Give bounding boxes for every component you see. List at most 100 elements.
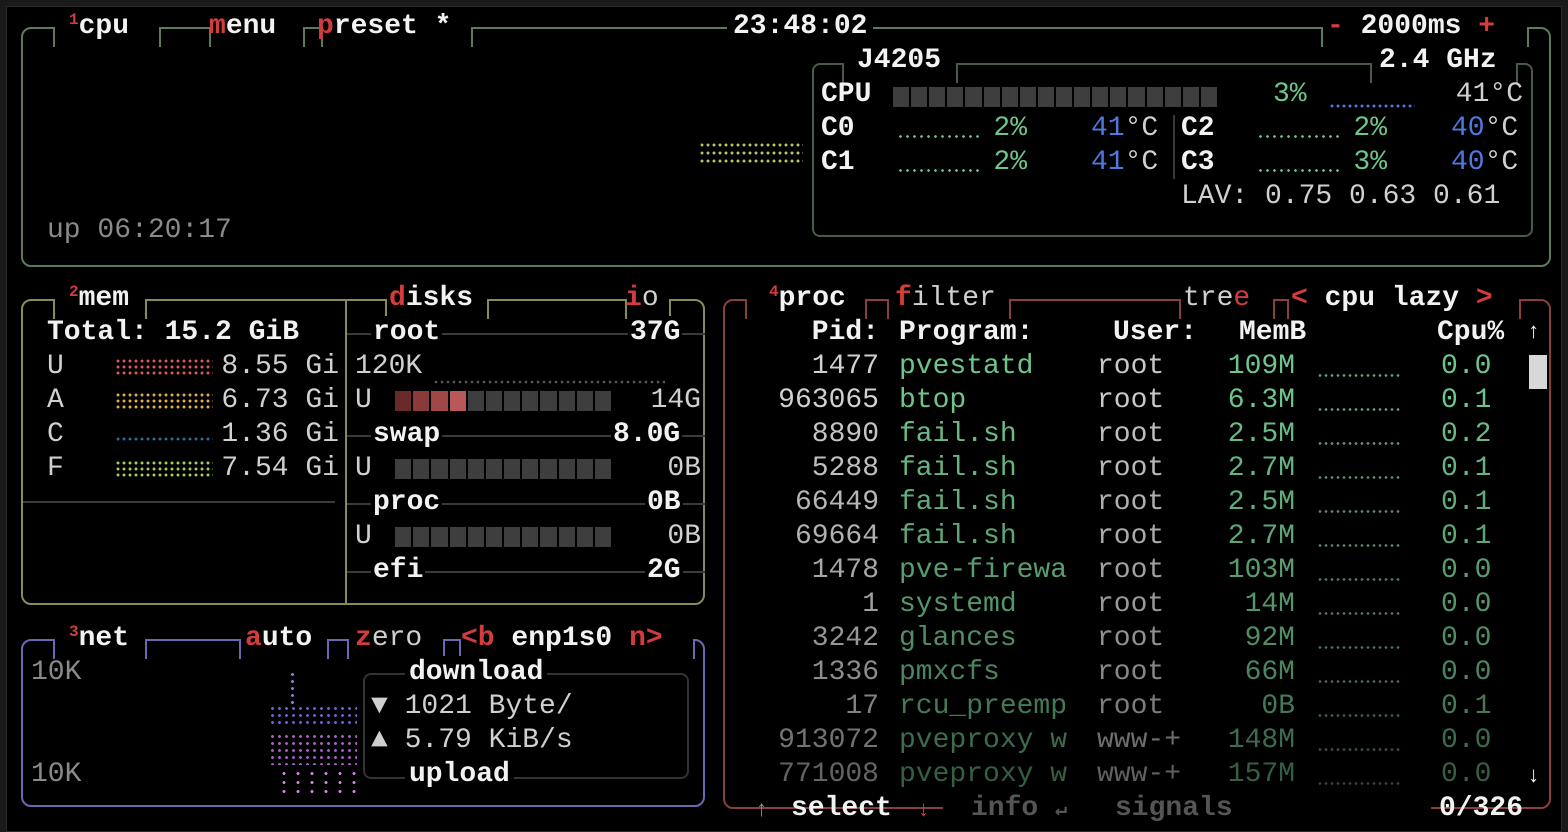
upload-title: upload (405, 758, 514, 792)
bar-segment (540, 391, 557, 411)
bar-segment (485, 459, 503, 479)
disks-toggle[interactable]: disks (389, 282, 473, 316)
disk-used-bar (395, 459, 612, 479)
increase-interval-button[interactable]: + (1478, 11, 1496, 42)
tree-toggle[interactable]: tree (1183, 282, 1250, 316)
core-label: C2 (1181, 113, 1215, 144)
process-row[interactable]: 17 rcu_preemp root 0B 0.1 (747, 690, 1527, 724)
proc-panel-title[interactable]: 4proc (769, 282, 846, 316)
process-program: pmxcfs (899, 657, 1000, 688)
process-user: www-+ (1097, 725, 1182, 756)
decrease-interval-button[interactable]: - (1327, 11, 1344, 42)
mem-total: Total: 15.2 GiB (47, 317, 300, 348)
process-cpu: 0.0 (1441, 555, 1492, 586)
next-interface-button[interactable]: n> (629, 623, 663, 654)
scrollbar-thumb[interactable] (1529, 355, 1547, 389)
process-cpu-graph (1317, 747, 1401, 752)
core-graph (897, 134, 979, 139)
process-row[interactable]: 3242 glances root 92M 0.0 (747, 622, 1527, 656)
bar-segment (413, 527, 430, 547)
process-cpu: 0.1 (1441, 691, 1492, 722)
scroll-down-arrow[interactable]: ↓ (1527, 764, 1541, 789)
process-mem: 14M (1244, 589, 1295, 620)
process-row[interactable]: 8890 fail.sh root 2.5M 0.2 (747, 418, 1527, 452)
info-button[interactable]: info ↵ (971, 792, 1067, 826)
bar-segment (893, 87, 910, 107)
menu-button[interactable]: menu (209, 10, 276, 44)
temp-unit: °C (1124, 113, 1159, 144)
temp-value: 41 (1091, 147, 1125, 178)
process-row[interactable]: 1477 pvestatd root 109M 0.0 (747, 350, 1527, 384)
title-text: net (78, 623, 130, 654)
bar-segment (467, 527, 484, 547)
process-row[interactable]: 963065 btop root 6.3M 0.1 (747, 384, 1527, 418)
title-text: mem (78, 283, 130, 314)
process-row[interactable]: 1 systemd root 14M 0.0 (747, 588, 1527, 622)
interface-selector: <b enp1s0 n> (461, 622, 663, 656)
mem-row-graph (115, 358, 213, 376)
cpu-panel-title[interactable]: 1cpu (69, 10, 129, 44)
process-cpu-graph (1317, 509, 1401, 514)
column-header-mem[interactable]: MemB (1239, 317, 1307, 348)
download-arrow-icon: ▼ (371, 691, 388, 722)
process-cpu-graph (1317, 611, 1401, 616)
bar-segment (558, 527, 575, 547)
process-program: glances (899, 623, 1017, 654)
process-cpu: 0.0 (1441, 725, 1492, 756)
select-button[interactable]: select (791, 793, 892, 824)
mem-row-value: 1.36 Gi (221, 419, 339, 450)
prev-interface-button[interactable]: <b (461, 623, 495, 654)
hotkey: f (895, 283, 912, 314)
bar-segment (522, 391, 539, 411)
column-header-cpu[interactable]: Cpu% (1437, 317, 1505, 348)
process-mem: 157M (1227, 759, 1295, 790)
zero-button[interactable]: zero (355, 622, 422, 656)
scroll-up-arrow[interactable]: ↑ (1527, 320, 1541, 345)
process-mem: 2.7M (1227, 521, 1295, 552)
process-row[interactable]: 69664 fail.sh root 2.7M 0.1 (747, 520, 1527, 554)
mem-row-graph (115, 392, 213, 410)
bar-segment (965, 87, 982, 107)
temp-value: 41 (1091, 113, 1125, 144)
bar-segment (395, 459, 412, 479)
column-header-user[interactable]: User: (1113, 317, 1198, 348)
io-toggle[interactable]: io (625, 282, 659, 316)
process-mem: 2.7M (1227, 453, 1295, 484)
process-cpu-graph (1317, 475, 1401, 480)
signals-button[interactable]: signals (1115, 793, 1233, 824)
process-row[interactable]: 913072 pveproxy w www-+ 148M 0.0 (747, 724, 1527, 758)
process-mem: 6.3M (1227, 385, 1295, 416)
mem-panel-title[interactable]: 2mem (69, 282, 129, 316)
core-temp: 40°C (1451, 112, 1518, 146)
process-row[interactable]: 1336 pmxcfs root 66M 0.0 (747, 656, 1527, 690)
column-header-pid[interactable]: Pid: (811, 317, 879, 348)
core-label: C3 (1181, 147, 1215, 178)
process-user: www-+ (1097, 759, 1182, 790)
sort-next-button[interactable]: > (1475, 283, 1493, 314)
process-user: root (1097, 351, 1165, 382)
process-row[interactable]: 1478 pve-firewa root 103M 0.0 (747, 554, 1527, 588)
process-cpu: 0.0 (1441, 623, 1492, 654)
process-cpu: 0.1 (1441, 521, 1492, 552)
download-row: ▼ 1021 Byte/ (371, 690, 573, 724)
preset-button[interactable]: preset * (317, 10, 451, 44)
process-row[interactable]: 771008 pveproxy w www-+ 157M 0.0 (747, 758, 1527, 792)
process-cpu: 0.0 (1441, 589, 1492, 620)
column-header-program[interactable]: Program: (899, 317, 1034, 348)
bar-segment (1146, 87, 1163, 107)
process-row[interactable]: 5288 fail.sh root 2.7M 0.1 (747, 452, 1527, 486)
uptime: up 06:20:17 (47, 215, 232, 246)
disk-used-value: 0B (667, 521, 701, 552)
disk-used-value: 14G (650, 385, 701, 416)
auto-scale-toggle[interactable]: auto (245, 622, 312, 656)
mem-row-label: F (47, 453, 64, 484)
bar-segment (947, 87, 964, 107)
bar-segment (504, 527, 521, 547)
sort-prev-button[interactable]: < (1291, 283, 1308, 314)
hotkey: i (625, 283, 642, 314)
bar-segment (911, 87, 928, 107)
download-rate: 1021 Byte/ (404, 691, 573, 722)
process-row[interactable]: 66449 fail.sh root 2.5M 0.1 (747, 486, 1527, 520)
net-panel-title[interactable]: 3net (69, 622, 129, 656)
filter-button[interactable]: filter (895, 282, 996, 316)
